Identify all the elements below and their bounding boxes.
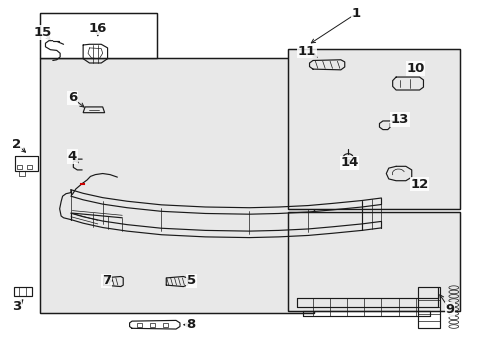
Bar [14, 287, 32, 296]
Text: 13: 13 [390, 113, 408, 126]
Text: 8: 8 [186, 318, 195, 331]
Bar [137, 323, 142, 327]
Bar [17, 165, 22, 169]
Text: 16: 16 [88, 22, 107, 35]
Bar [417, 287, 439, 328]
Bar [287, 49, 459, 209]
Bar [40, 13, 157, 58]
Text: 1: 1 [351, 7, 360, 20]
Bar [287, 212, 459, 311]
Text: 15: 15 [34, 26, 52, 39]
Text: 4: 4 [68, 150, 77, 163]
Text: 12: 12 [409, 178, 428, 191]
Bar [15, 156, 38, 171]
Text: 6: 6 [68, 91, 77, 104]
Bar [287, 212, 459, 311]
Text: 7: 7 [102, 274, 111, 287]
Text: 9: 9 [445, 303, 453, 316]
Bar [40, 13, 157, 58]
Text: 14: 14 [340, 156, 358, 169]
Bar [40, 58, 313, 313]
Text: 11: 11 [297, 45, 316, 58]
Text: 5: 5 [187, 274, 196, 287]
Bar [287, 49, 459, 209]
Text: 2: 2 [12, 138, 21, 150]
Bar [163, 323, 168, 327]
Bar [40, 58, 313, 313]
Text: 10: 10 [406, 62, 424, 75]
Text: 3: 3 [12, 300, 21, 313]
Bar [150, 323, 155, 327]
Bar [27, 165, 32, 169]
Bar [19, 171, 25, 176]
